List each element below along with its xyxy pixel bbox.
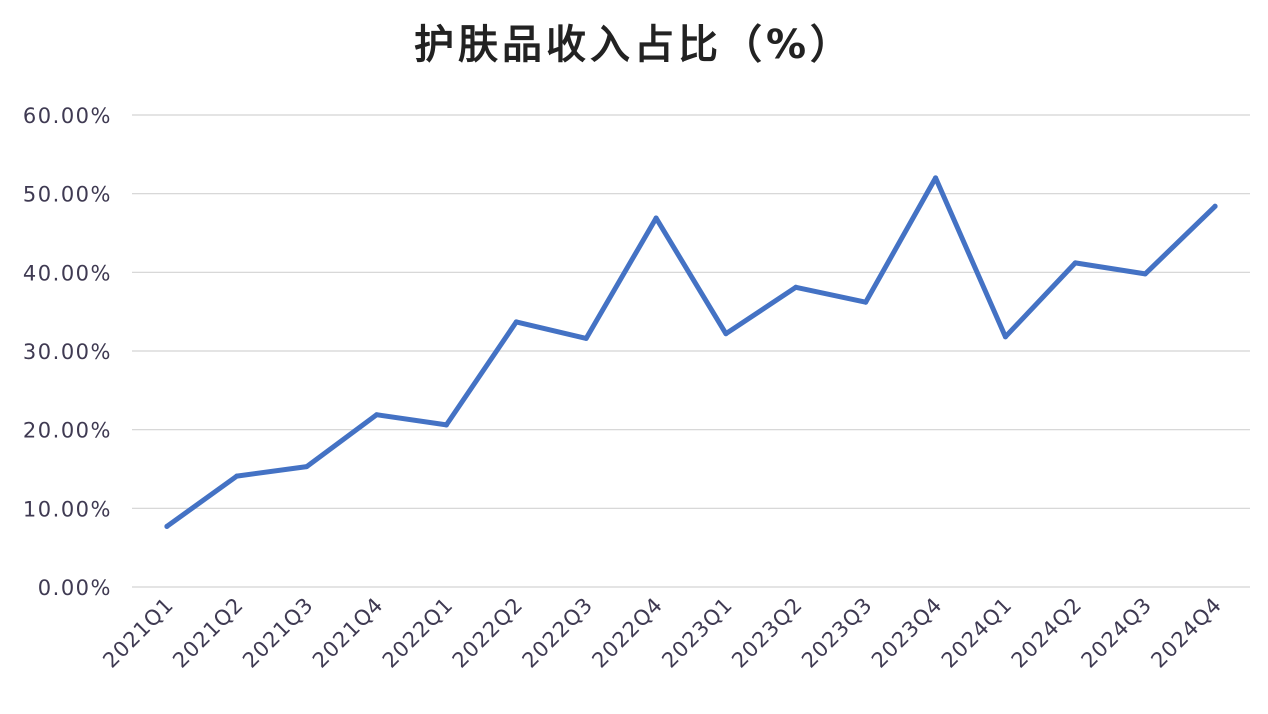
data-point — [234, 473, 240, 479]
data-point — [933, 175, 939, 181]
x-tick-label: 2021Q1 — [98, 593, 178, 673]
y-tick-label: 30.00% — [23, 340, 112, 364]
y-tick-label: 40.00% — [23, 261, 112, 285]
y-tick-label: 10.00% — [23, 497, 112, 521]
x-tick-label: 2023Q4 — [867, 593, 947, 673]
x-tick-label: 2021Q4 — [308, 593, 388, 673]
data-point — [723, 331, 729, 337]
chart-title: 护肤品收入占比（%） — [413, 22, 855, 68]
x-tick-label: 2024Q4 — [1146, 593, 1226, 673]
data-point — [1072, 260, 1078, 266]
y-tick-label: 20.00% — [23, 419, 112, 443]
x-tick-label: 2022Q4 — [587, 593, 667, 673]
data-point — [653, 215, 659, 221]
x-axis-ticks: 2021Q12021Q22021Q32021Q42022Q12022Q22022… — [98, 593, 1226, 673]
x-tick-label: 2024Q1 — [937, 593, 1017, 673]
series-layer — [164, 175, 1218, 529]
y-tick-label: 0.00% — [38, 576, 112, 600]
series-line — [164, 175, 1218, 529]
data-point — [513, 319, 519, 325]
x-tick-label: 2023Q1 — [657, 593, 737, 673]
y-axis-ticks: 0.00% 10.00% 20.00% 30.00% 40.00% 50.00% 60.00… — [23, 104, 112, 600]
data-point — [583, 335, 589, 341]
x-tick-label: 2021Q3 — [238, 593, 318, 673]
x-tick-label: 2024Q2 — [1007, 593, 1087, 673]
data-point — [1212, 203, 1218, 209]
data-point — [164, 523, 170, 529]
grid-lines — [132, 114, 1250, 588]
x-tick-label: 2023Q3 — [797, 593, 877, 673]
data-point — [374, 412, 380, 418]
data-point — [793, 284, 799, 290]
data-point — [863, 299, 869, 305]
x-tick-label: 2022Q2 — [448, 593, 528, 673]
data-point — [1002, 334, 1008, 340]
x-tick-label: 2021Q2 — [168, 593, 248, 673]
data-point — [443, 422, 449, 428]
x-tick-label: 2022Q3 — [518, 593, 598, 673]
data-point — [1142, 271, 1148, 277]
data-point — [304, 464, 310, 470]
y-tick-label: 50.00% — [23, 183, 112, 207]
x-tick-label: 2023Q2 — [727, 593, 807, 673]
y-tick-label: 60.00% — [23, 104, 112, 128]
x-tick-label: 2024Q3 — [1077, 593, 1157, 673]
x-tick-label: 2022Q1 — [378, 593, 458, 673]
